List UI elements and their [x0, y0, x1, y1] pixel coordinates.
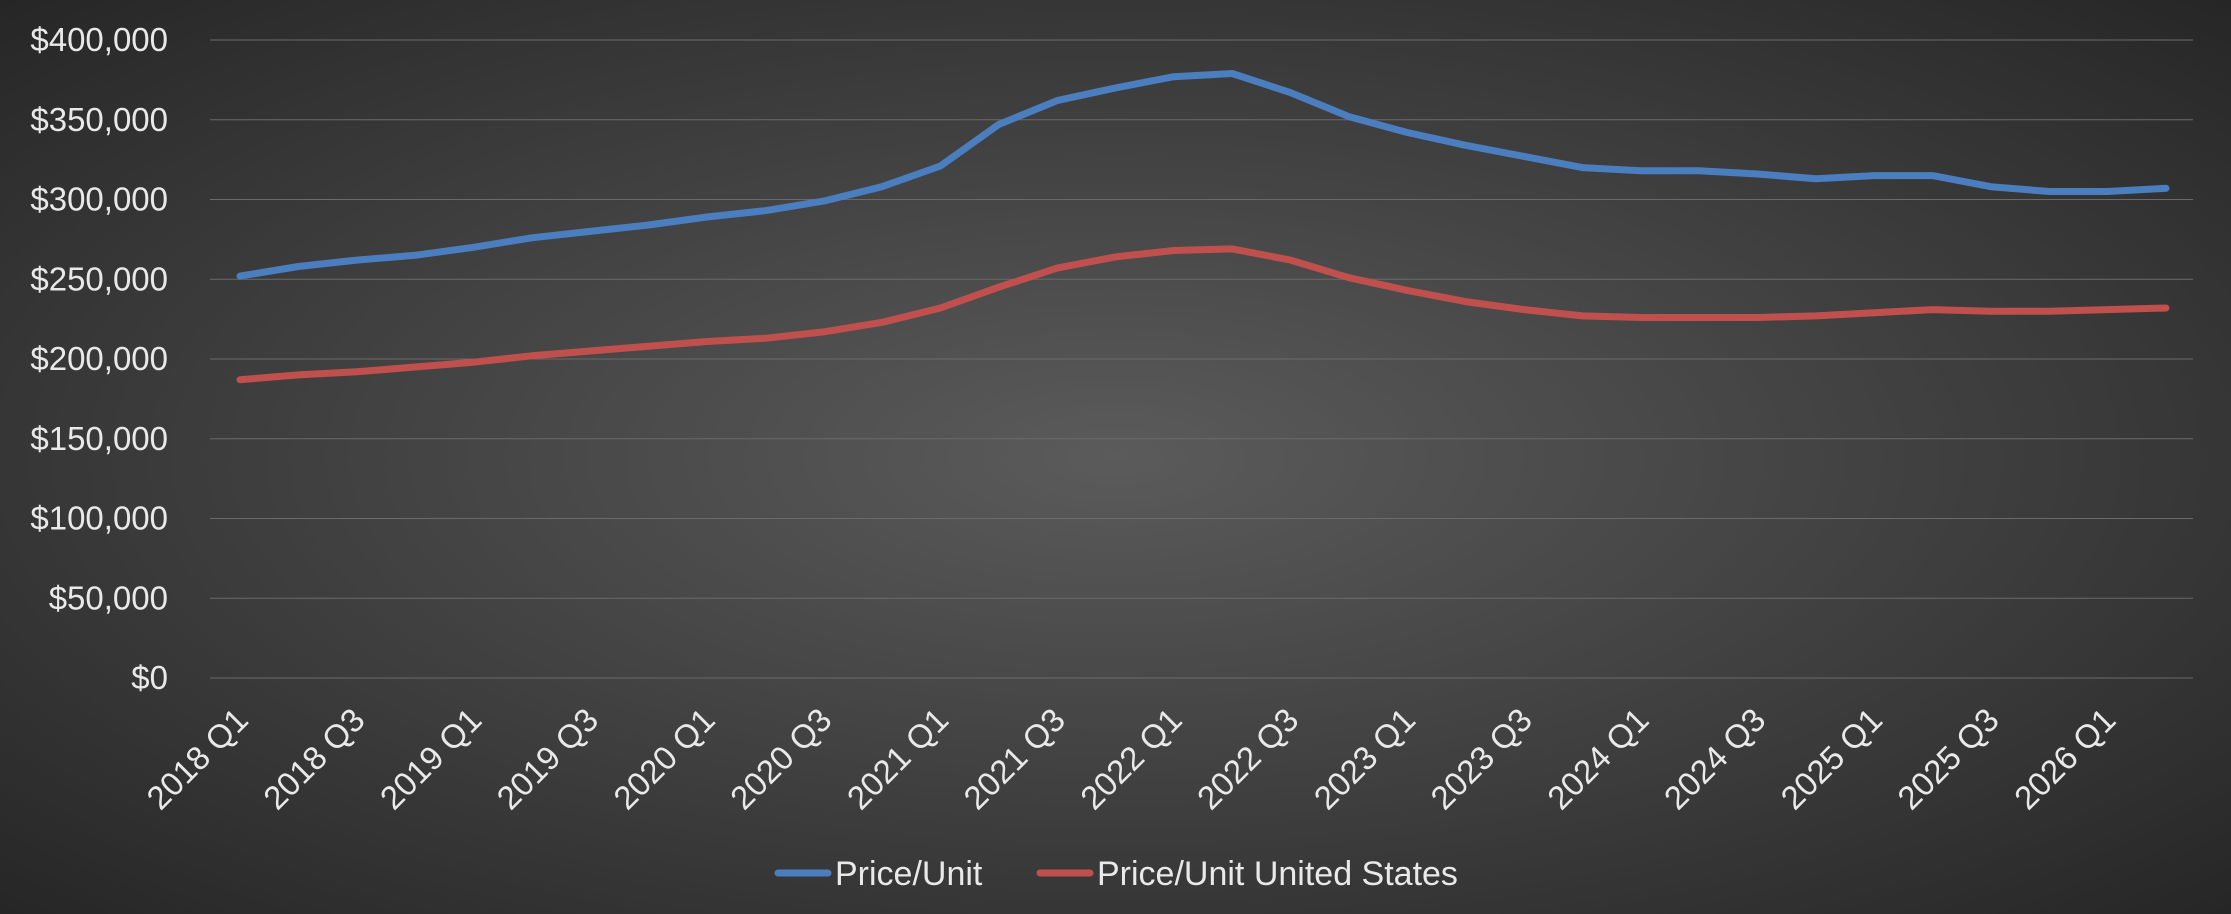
x-tick-label: 2020 Q3	[723, 701, 839, 817]
x-tick-label: 2024 Q3	[1657, 701, 1773, 817]
x-tick-label: 2025 Q3	[1890, 701, 2006, 817]
legend-label: Price/Unit United States	[1097, 855, 1458, 893]
legend-label: Price/Unit	[835, 855, 983, 893]
y-tick-label: $50,000	[49, 579, 168, 616]
x-tick-label: 2022 Q3	[1190, 701, 1306, 817]
x-tick-label: 2021 Q1	[840, 701, 956, 817]
y-tick-label: $150,000	[30, 420, 168, 457]
x-axis-labels: 2018 Q1 2018 Q3 2019 Q1 2019 Q3 2020 Q1 2020 …	[139, 701, 2122, 817]
y-tick-label: $200,000	[30, 340, 168, 377]
x-tick-label: 2026 Q1	[2007, 701, 2123, 817]
x-tick-label: 2018 Q3	[256, 701, 372, 817]
legend: Price/Unit Price/Unit United States	[774, 855, 1458, 893]
x-tick-label: 2019 Q3	[489, 701, 605, 817]
x-tick-label: 2023 Q1	[1307, 701, 1423, 817]
x-tick-label: 2019 Q1	[373, 701, 489, 817]
y-tick-label: $100,000	[30, 500, 168, 537]
y-axis-labels: $0 $50,000 $100,000 $150,000 $200,000 $250,00…	[30, 21, 168, 696]
y-tick-label: $400,000	[30, 21, 168, 58]
x-tick-label: 2023 Q3	[1423, 701, 1539, 817]
x-tick-label: 2024 Q1	[1540, 701, 1656, 817]
y-tick-label: $350,000	[30, 101, 168, 138]
series-line-1	[236, 70, 2170, 280]
y-tick-label: $250,000	[30, 260, 168, 297]
x-tick-label: 2020 Q1	[606, 701, 722, 817]
x-tick-label: 2018 Q1	[139, 701, 255, 817]
x-tick-label: 2022 Q1	[1073, 701, 1189, 817]
x-tick-label: 2021 Q3	[956, 701, 1072, 817]
y-tick-label: $0	[131, 659, 168, 696]
series-line-2	[236, 245, 2170, 384]
x-tick-label: 2025 Q1	[1773, 701, 1889, 817]
gridlines	[210, 39, 2193, 679]
y-tick-label: $300,000	[30, 181, 168, 218]
series-lines	[236, 70, 2170, 384]
